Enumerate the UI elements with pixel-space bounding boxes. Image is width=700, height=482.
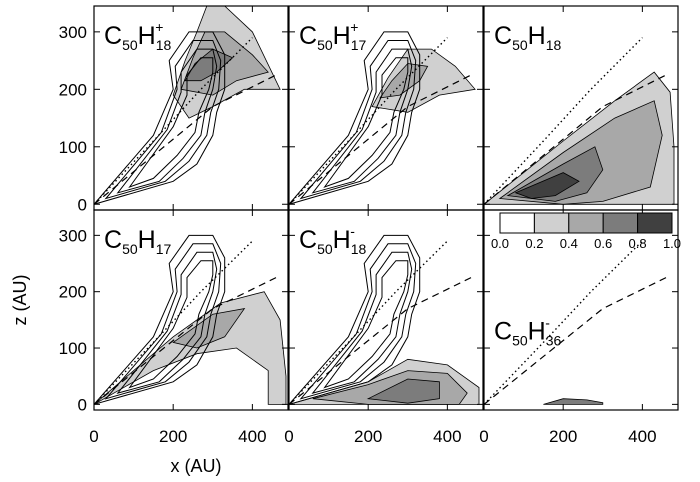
contour-line bbox=[128, 57, 214, 189]
contour-line bbox=[299, 243, 417, 400]
dotted-line bbox=[484, 37, 643, 205]
contour-fill bbox=[184, 48, 234, 82]
panel-label: C50H17+ bbox=[299, 19, 366, 53]
contour-line bbox=[104, 243, 222, 400]
x-tick-label: 400 bbox=[628, 427, 656, 446]
contour-line bbox=[104, 40, 222, 200]
colorbar-swatch bbox=[533, 212, 570, 234]
dashed-line bbox=[94, 277, 277, 405]
colorbar-swatch bbox=[499, 212, 535, 234]
panel-frame bbox=[288, 209, 484, 411]
panel-label: C50H17 bbox=[104, 226, 171, 257]
contour-line bbox=[299, 40, 417, 200]
dashed-line bbox=[484, 277, 667, 405]
contour-line bbox=[289, 234, 421, 405]
panel-frame bbox=[483, 209, 679, 411]
contour-line bbox=[323, 260, 409, 389]
x-tick-label: 400 bbox=[238, 427, 266, 446]
contour-line bbox=[289, 31, 421, 205]
panel-1: 0 100 200 300 C50H18+ bbox=[59, 5, 289, 214]
contour-line bbox=[94, 31, 226, 205]
panel-frame bbox=[93, 209, 289, 411]
contour-line bbox=[311, 251, 413, 394]
panel-6: 0 200 400 C50H36- bbox=[479, 209, 679, 446]
contour-line bbox=[116, 48, 218, 194]
y-tick-label: 200 bbox=[59, 80, 87, 99]
contour-line bbox=[311, 48, 413, 194]
panel-label: C50H36- bbox=[494, 315, 561, 349]
colorbar-tick-label: 0.4 bbox=[560, 236, 578, 251]
y-tick-label: 100 bbox=[59, 138, 87, 157]
y-axis-label: z (AU) bbox=[10, 275, 30, 326]
y-tick-label: 300 bbox=[59, 226, 87, 245]
x-tick-label: 400 bbox=[433, 427, 461, 446]
panel-2: C50H17+ bbox=[288, 5, 484, 211]
y-tick-label: 200 bbox=[59, 283, 87, 302]
contour-line bbox=[94, 234, 226, 405]
x-tick-label: 0 bbox=[89, 427, 98, 446]
panel-5: 0 200 400 C50H18- bbox=[284, 209, 484, 446]
x-tick-label: 200 bbox=[549, 427, 577, 446]
panel-3: C50H18 bbox=[483, 5, 679, 211]
colorbar-swatch bbox=[568, 212, 604, 234]
x-tick-label: 200 bbox=[159, 427, 187, 446]
dashed-line bbox=[289, 277, 472, 405]
contour-fill bbox=[514, 172, 580, 199]
y-tick-label: 0 bbox=[78, 195, 87, 214]
panel-label: C50H18+ bbox=[104, 19, 171, 53]
dashed-line bbox=[289, 74, 472, 205]
y-tick-label: 100 bbox=[59, 339, 87, 358]
colorbar-tick-label: 0.6 bbox=[594, 236, 612, 251]
x-axis-label: x (AU) bbox=[171, 456, 222, 476]
panel-label: C50H18- bbox=[299, 223, 366, 257]
colorbar-swatch bbox=[637, 212, 673, 234]
dashed-line bbox=[484, 74, 667, 205]
y-tick-label: 300 bbox=[59, 23, 87, 42]
dotted-line bbox=[94, 37, 253, 205]
x-tick-label: 200 bbox=[354, 427, 382, 446]
colorbar-tick-label: 1.0 bbox=[663, 236, 681, 251]
dashed-line bbox=[94, 74, 277, 205]
colorbar: 0.0 0.2 0.4 0.6 0.8 1.0 bbox=[491, 212, 681, 251]
colorbar-swatch bbox=[602, 212, 639, 234]
panel-label: C50H18 bbox=[494, 22, 561, 53]
colorbar-tick-label: 0.8 bbox=[629, 236, 647, 251]
contour-line bbox=[128, 260, 214, 389]
contour-line bbox=[323, 57, 409, 189]
colorbar-tick-label: 0.0 bbox=[491, 236, 509, 251]
contour-fill bbox=[371, 48, 476, 113]
contour-line bbox=[116, 251, 218, 394]
contour-fill bbox=[543, 398, 604, 405]
colorbar-tick-label: 0.2 bbox=[525, 236, 543, 251]
x-tick-label: 0 bbox=[284, 427, 293, 446]
x-tick-label: 0 bbox=[479, 427, 488, 446]
y-tick-label: 0 bbox=[78, 395, 87, 414]
panel-4: 0 200 400 0 100 200 300 C50H17 bbox=[59, 209, 289, 446]
contour-fill bbox=[379, 63, 429, 99]
contour-fill bbox=[366, 378, 440, 404]
dotted-line bbox=[289, 37, 448, 205]
